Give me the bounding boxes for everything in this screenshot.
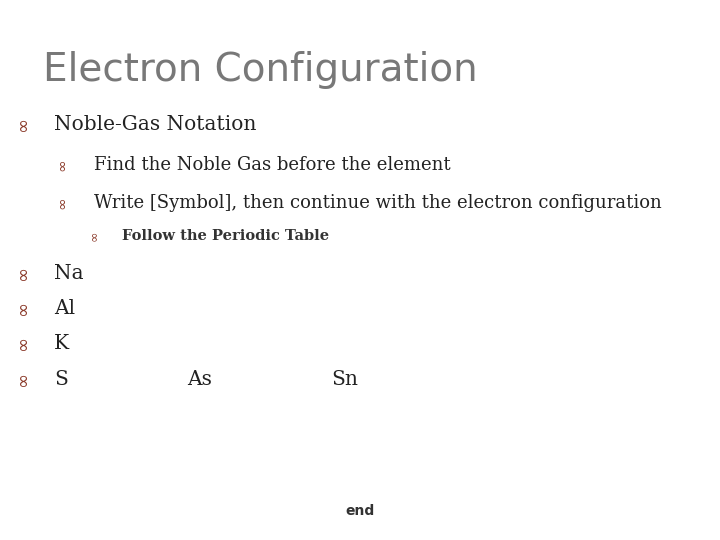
Text: ∞: ∞	[86, 231, 99, 241]
Text: ∞: ∞	[14, 266, 32, 281]
Text: ∞: ∞	[54, 158, 69, 171]
Text: Follow the Periodic Table: Follow the Periodic Table	[122, 229, 330, 243]
Text: ∞: ∞	[14, 372, 32, 387]
Text: Sn: Sn	[331, 369, 358, 389]
Text: Write [Symbol], then continue with the electron configuration: Write [Symbol], then continue with the e…	[94, 193, 662, 212]
Text: As: As	[187, 369, 212, 389]
Text: Na: Na	[54, 264, 84, 284]
Text: ∞: ∞	[14, 301, 32, 316]
Text: K: K	[54, 334, 69, 354]
Text: end: end	[346, 504, 374, 518]
Text: ∞: ∞	[14, 117, 32, 132]
Text: Electron Configuration: Electron Configuration	[43, 51, 478, 89]
Text: Al: Al	[54, 299, 75, 319]
Text: Find the Noble Gas before the element: Find the Noble Gas before the element	[94, 156, 450, 174]
Text: ∞: ∞	[14, 336, 32, 352]
Text: ∞: ∞	[54, 196, 69, 209]
Text: Noble-Gas Notation: Noble-Gas Notation	[54, 114, 256, 134]
Text: S: S	[54, 369, 68, 389]
